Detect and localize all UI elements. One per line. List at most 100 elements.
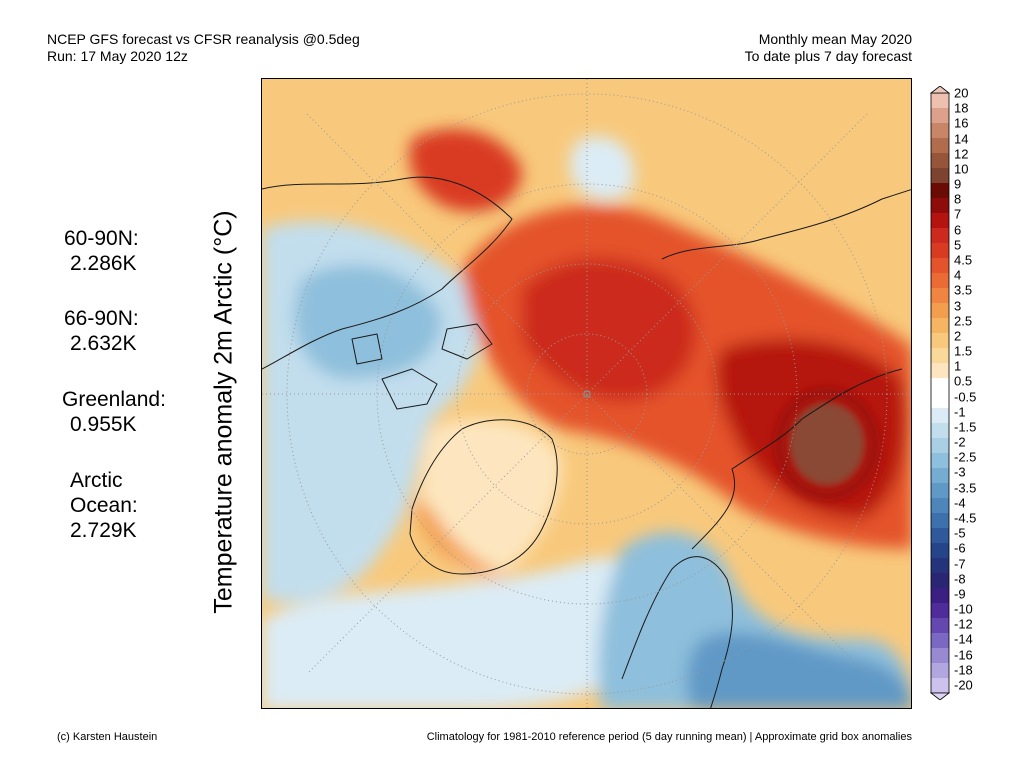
stat-value: 2.632K — [70, 332, 137, 355]
colorbar-tick-label: 4.5 — [954, 252, 973, 268]
colorbar-swatch — [931, 348, 949, 364]
colorbar-swatch — [931, 333, 949, 349]
colorbar-swatch — [931, 153, 949, 169]
colorbar-swatch — [931, 213, 949, 229]
colorbar-tick-label: -6 — [954, 540, 966, 556]
colorbar-swatch — [931, 573, 949, 589]
colorbar-swatch — [931, 228, 949, 244]
colorbar-top-arrow — [930, 86, 950, 94]
north-america-coast — [262, 176, 513, 370]
stat-greenland: Greenland: 0.955K — [62, 387, 166, 437]
stat-region: Ocean: — [70, 494, 138, 517]
stat-value: 0.955K — [70, 413, 137, 436]
colorbar-tick-label: 10 — [954, 161, 969, 177]
colorbar-tick-label: 8 — [954, 191, 962, 207]
stat-60-90n: 60-90N: 2.286K — [64, 226, 139, 276]
colorbar-swatch — [931, 303, 949, 319]
colorbar-swatch — [931, 108, 949, 124]
footer-credit: (c) Karsten Haustein — [57, 731, 158, 743]
scandinavia-coast — [621, 556, 733, 708]
colorbar-tick-label: -20 — [954, 677, 973, 693]
colorbar-tick-label: 4 — [954, 267, 962, 283]
colorbar-tick-label: -2.5 — [954, 449, 977, 465]
colorbar-swatch — [931, 363, 949, 379]
stat-arctic-ocean: Arctic Ocean: 2.729K — [70, 468, 138, 543]
colorbar-swatch — [931, 438, 949, 454]
footer-note: Climatology for 1981-2010 reference peri… — [426, 731, 912, 743]
colorbar-swatch — [931, 318, 949, 334]
greenland-coast — [409, 419, 558, 575]
russia-north-coast — [661, 189, 911, 260]
colorbar-tick-label: 3.5 — [954, 282, 973, 298]
colorbar-swatch — [931, 528, 949, 544]
colorbar-tick-label: -7 — [954, 556, 966, 572]
colorbar-tick-label: 1.5 — [954, 343, 973, 359]
colorbar-tick-label: 14 — [954, 131, 969, 147]
header-right: Monthly mean May 2020 To date plus 7 day… — [745, 31, 912, 65]
anomaly-greenland-warm-edge — [412, 499, 512, 579]
colorbar-tick-label: -3.5 — [954, 480, 977, 496]
anomaly-extreme-center — [789, 402, 865, 486]
anomaly-chukchi-warm — [409, 129, 522, 212]
colorbar-tick-label: 2.5 — [954, 313, 973, 329]
anomaly-extreme-halo — [774, 387, 880, 501]
stat-66-90n: 66-90N: 2.632K — [64, 306, 139, 356]
colorbar-swatches — [930, 92, 950, 694]
colorbar-labels: 20 18 16 14 12 10 9 8 7 6 5 4.5 4 3.5 3 2.5 2 1.5 1 0.5 -0.5… — [954, 87, 1014, 693]
colorbar-tick-label: -4 — [954, 495, 966, 511]
colorbar-swatch — [931, 588, 949, 604]
colorbar-swatch — [931, 663, 949, 679]
colorbar-swatch — [931, 258, 949, 274]
colorbar-tick-label: 12 — [954, 146, 969, 162]
colorbar-tick-label: 5 — [954, 237, 962, 253]
model-title: NCEP GFS forecast vs CFSR reanalysis @0.… — [47, 31, 360, 47]
siberia-coast — [691, 368, 903, 550]
colorbar-tick-label: 16 — [954, 115, 969, 131]
colorbar-swatch — [931, 618, 949, 634]
colorbar-tick-label: -1 — [954, 404, 966, 420]
colorbar-swatch — [931, 468, 949, 484]
colorbar-swatch — [931, 558, 949, 574]
stat-region: Arctic — [70, 469, 123, 492]
colorbar-tick-label: -0.5 — [954, 389, 977, 405]
colorbar-tick-label: -5 — [954, 525, 966, 541]
colorbar-tick-label: -18 — [954, 662, 973, 678]
stat-region: 66-90N: — [64, 307, 139, 330]
canada-arctic-islands — [351, 323, 493, 410]
anomaly-europe-cold-core — [686, 632, 911, 708]
colorbar-tick-label: 1 — [954, 358, 962, 374]
period-subtitle: To date plus 7 day forecast — [744, 48, 912, 64]
colorbar-swatch — [931, 168, 949, 184]
stat-region: 60-90N: — [64, 227, 139, 250]
header-left: NCEP GFS forecast vs CFSR reanalysis @0.… — [47, 31, 360, 65]
colorbar-swatch — [931, 138, 949, 154]
colorbar-swatch — [931, 123, 949, 139]
colorbar-swatch — [931, 678, 949, 694]
colorbar-swatch — [931, 288, 949, 304]
colorbar-tick-label: -2 — [954, 434, 966, 450]
colorbar-swatch — [931, 453, 949, 469]
colorbar-tick-label: 18 — [954, 100, 969, 116]
colorbar-swatch — [931, 243, 949, 259]
colorbar-swatch — [931, 483, 949, 499]
north-pole-marker — [583, 390, 591, 398]
colorbar-tick-label: -14 — [954, 631, 973, 647]
colorbar-tick-label: -10 — [954, 601, 973, 617]
colorbar-swatch — [931, 93, 949, 109]
colorbar-tick-label: -3 — [954, 464, 966, 480]
colorbar-swatch — [931, 633, 949, 649]
stat-value: 2.729K — [70, 519, 137, 542]
colorbar-swatch — [931, 498, 949, 514]
colorbar-tick-label: 2 — [954, 328, 962, 344]
graticule — [262, 79, 911, 708]
colorbar-tick-label: -9 — [954, 586, 966, 602]
coastlines — [262, 176, 911, 708]
colorbar-swatch — [931, 603, 949, 619]
colorbar-swatch — [931, 513, 949, 529]
colorbar-tick-label: -1.5 — [954, 419, 977, 435]
colorbar-tick-label: 6 — [954, 222, 962, 238]
colorbar-bottom-arrow — [930, 692, 950, 700]
period-title: Monthly mean May 2020 — [758, 31, 912, 47]
colorbar-tick-label: -16 — [954, 647, 973, 663]
colorbar-tick-label: 20 — [954, 85, 969, 101]
